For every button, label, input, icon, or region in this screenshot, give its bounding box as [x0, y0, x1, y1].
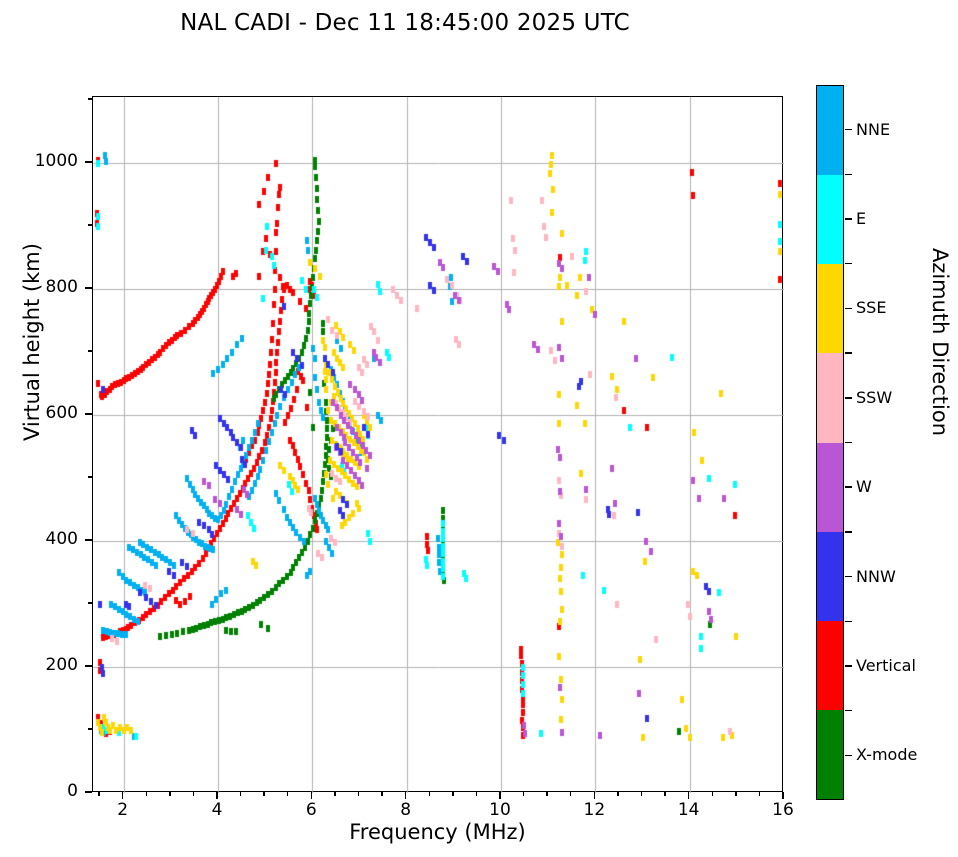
x-minor-tickmark — [428, 792, 430, 796]
colorbar-tickmark — [845, 575, 852, 578]
x-minor-tickmark — [334, 792, 336, 796]
x-tickmark — [687, 792, 690, 799]
x-minor-tickmark — [98, 792, 100, 796]
x-minor-tickmark — [758, 792, 761, 796]
colorbar-tickmark — [845, 307, 852, 310]
colorbar-tickmark — [845, 218, 852, 220]
x-minor-tickmark — [145, 792, 147, 796]
x-tick-label: 8 — [400, 800, 412, 820]
x-axis-label: Frequency (MHz) — [349, 820, 526, 844]
colorbar-title: Azimuth Direction — [928, 247, 952, 437]
y-minor-tickmark — [88, 602, 92, 604]
x-minor-tickmark — [570, 792, 572, 796]
x-minor-tickmark — [735, 792, 737, 796]
x-minor-tickmark — [169, 792, 171, 796]
colorbar-boundary-tickmark — [845, 263, 852, 265]
x-minor-tickmark — [664, 792, 666, 796]
x-tickmark — [499, 792, 501, 799]
colorbar-label-x-mode: X-mode — [856, 745, 918, 765]
colorbar-label-sse: SSE — [856, 298, 887, 318]
y-minor-tickmark — [88, 224, 92, 226]
y-minor-tickmark — [88, 98, 92, 100]
x-tickmark — [782, 792, 784, 799]
y-minor-tickmark — [88, 476, 92, 478]
colorbar-tickmark — [845, 754, 852, 756]
y-tickmark — [85, 413, 92, 415]
x-minor-tickmark — [640, 792, 643, 796]
colorbar-segment-w[interactable] — [817, 442, 843, 532]
x-tickmark — [310, 792, 313, 799]
colorbar-segment-vertical[interactable] — [817, 620, 843, 710]
colorbar-label-ssw: SSW — [856, 387, 893, 407]
x-tick-label: 6 — [305, 800, 317, 820]
colorbar[interactable] — [816, 85, 844, 800]
y-tickmark — [85, 287, 92, 289]
colorbar-segment-e[interactable] — [817, 175, 843, 265]
colorbar-tickmark — [845, 486, 852, 488]
colorbar-tickmark — [845, 397, 852, 399]
ionogram-plot-area[interactable] — [92, 96, 784, 793]
page-title: NAL CADI - Dec 11 18:45:00 2025 UTC — [180, 10, 630, 36]
colorbar-label-w: W — [856, 477, 872, 497]
y-tickmark — [85, 539, 92, 541]
y-tick-label: 400 — [45, 529, 78, 550]
x-minor-tickmark — [546, 792, 548, 796]
x-tick-label: 14 — [677, 800, 700, 820]
y-tick-label: 0 — [67, 781, 78, 801]
x-tick-label: 16 — [772, 800, 794, 820]
y-axis-label: Virtual height (km) — [20, 243, 44, 441]
y-tick-label: 600 — [45, 403, 78, 424]
y-tick-label: 800 — [45, 277, 78, 298]
colorbar-label-e: E — [856, 209, 867, 229]
y-tickmark — [85, 791, 92, 793]
x-tick-label: 10 — [489, 800, 511, 820]
x-tickmark — [404, 792, 407, 799]
x-minor-tickmark — [192, 792, 195, 796]
x-minor-tickmark — [452, 792, 454, 796]
y-tickmark — [85, 665, 92, 667]
y-minor-tickmark — [88, 350, 92, 352]
x-minor-tickmark — [287, 792, 289, 796]
colorbar-boundary-tickmark — [845, 441, 852, 444]
colorbar-boundary-tickmark — [845, 352, 852, 354]
ionogram-data-points — [93, 97, 784, 793]
colorbar-label-vertical: Vertical — [856, 655, 916, 675]
colorbar-boundary-tickmark — [845, 531, 852, 533]
y-minor-tickmark — [88, 728, 92, 730]
y-tickmark — [85, 161, 92, 163]
x-tickmark — [121, 792, 124, 799]
x-minor-tickmark — [475, 792, 478, 796]
x-tick-label: 4 — [211, 800, 223, 820]
colorbar-label-nne: NNE — [856, 119, 891, 139]
x-minor-tickmark — [263, 792, 265, 796]
colorbar-tickmark — [845, 665, 852, 667]
x-minor-tickmark — [357, 792, 360, 796]
colorbar-boundary-tickmark — [845, 620, 852, 622]
x-tickmark — [216, 792, 218, 799]
x-minor-tickmark — [239, 792, 242, 796]
x-tickmark — [593, 792, 596, 799]
x-minor-tickmark — [711, 792, 713, 796]
colorbar-segment-sse[interactable] — [817, 264, 843, 354]
colorbar-segment-ssw[interactable] — [817, 353, 843, 443]
colorbar-segment-nne[interactable] — [817, 86, 843, 176]
x-tick-label: 2 — [117, 800, 129, 820]
x-minor-tickmark — [522, 792, 525, 796]
y-tick-label: 1000 — [34, 151, 78, 172]
colorbar-boundary-tickmark — [845, 709, 852, 712]
colorbar-boundary-tickmark — [845, 173, 852, 176]
colorbar-label-nnw: NNW — [856, 566, 896, 586]
x-minor-tickmark — [617, 792, 619, 796]
y-tick-label: 200 — [45, 655, 78, 676]
colorbar-segment-nnw[interactable] — [817, 531, 843, 621]
x-minor-tickmark — [381, 792, 383, 796]
x-tick-label: 12 — [583, 800, 606, 820]
colorbar-segment-x-mode[interactable] — [817, 709, 843, 799]
colorbar-tickmark — [845, 128, 852, 131]
